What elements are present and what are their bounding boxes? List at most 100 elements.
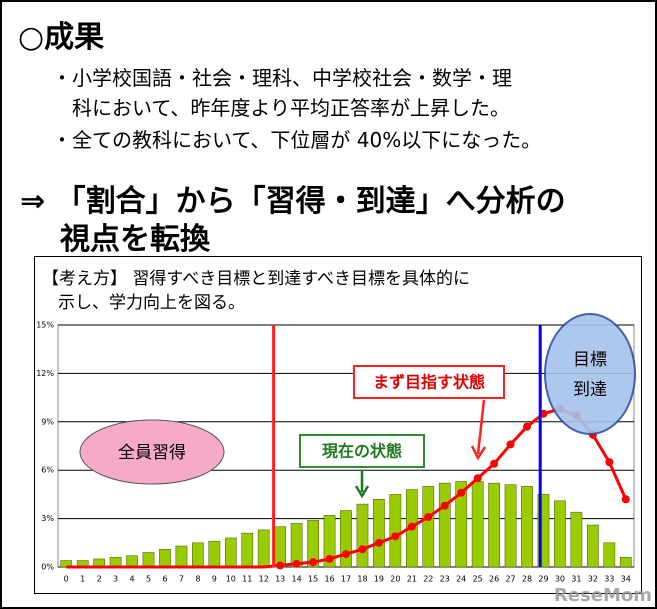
y-tick-label: 15%: [36, 321, 54, 330]
bullet: ・全ての教科において、下位層が 40%以下になった。: [52, 128, 542, 152]
bar: [307, 519, 319, 568]
bar: [126, 555, 138, 568]
bar: [422, 486, 435, 568]
x-tick-label: 16: [324, 575, 334, 584]
bar: [257, 529, 270, 568]
bar: [554, 500, 566, 568]
annotation: 目標: [573, 350, 607, 370]
x-tick-label: 26: [489, 575, 499, 584]
y-tick-label: 9%: [41, 417, 54, 426]
bar: [504, 484, 517, 568]
bar: [471, 481, 484, 568]
bar: [373, 498, 385, 568]
line-point: [506, 440, 515, 449]
line-point: [292, 559, 301, 568]
x-tick-label: 6: [162, 575, 167, 584]
watermark: ReseMom: [554, 585, 652, 606]
bar: [356, 503, 369, 568]
annotation: 到達: [573, 380, 607, 400]
bullet: ・小学校国語・社会・理科、中学校社会・数学・理: [52, 66, 512, 90]
bar: [488, 482, 500, 568]
bar: [192, 542, 204, 568]
line-point: [407, 522, 416, 531]
chart-frame: [34, 256, 642, 594]
bar: [587, 524, 599, 568]
slide-title: ○成果: [18, 20, 105, 55]
x-tick-label: 4: [130, 575, 135, 584]
x-tick-label: 28: [522, 575, 532, 584]
x-tick-label: 33: [604, 575, 614, 584]
conclusion: 視点を転換: [60, 222, 210, 257]
label-box: [353, 365, 505, 399]
bar: [175, 545, 188, 568]
x-tick-label: 0: [64, 575, 69, 584]
line-point: [440, 501, 449, 510]
x-tick-label: 8: [195, 575, 200, 584]
bar: [619, 557, 632, 568]
x-tick-label: 27: [505, 575, 515, 584]
line-point: [490, 459, 499, 468]
x-tick-label: 32: [588, 575, 598, 584]
x-tick-label: 5: [146, 575, 151, 584]
ellipse: [79, 419, 225, 485]
x-tick-label: 20: [390, 575, 400, 584]
line-point: [374, 538, 383, 547]
bar: [159, 549, 171, 568]
y-tick-label: 12%: [36, 369, 54, 378]
bar: [521, 486, 533, 568]
line-point: [342, 550, 350, 559]
arrow: [470, 399, 487, 461]
x-tick-label: 34: [621, 575, 631, 584]
x-tick-label: 29: [538, 575, 548, 584]
bar: [323, 515, 336, 568]
x-tick-label: 22: [423, 575, 433, 584]
x-tick-label: 25: [473, 575, 483, 584]
x-tick-label: 23: [440, 575, 450, 584]
bar: [570, 511, 583, 568]
bar: [142, 552, 155, 568]
x-tick-label: 14: [292, 575, 302, 584]
concept: 示し、学力向上を図る。: [58, 293, 245, 313]
x-tick-label: 17: [341, 575, 351, 584]
conclusion: ⇒ 「割合」から「習得・到達」へ分析の: [20, 184, 566, 219]
x-tick-label: 15: [308, 575, 318, 584]
x-tick-label: 24: [456, 575, 466, 584]
bar: [455, 481, 468, 568]
ellipse: [544, 313, 636, 435]
x-tick-label: 13: [275, 575, 285, 584]
x-tick-label: 18: [357, 575, 367, 584]
x-tick-label: 31: [571, 575, 581, 584]
x-tick-label: 1: [80, 575, 85, 584]
bar: [537, 494, 550, 568]
line-point: [523, 422, 532, 431]
line-point: [391, 532, 400, 541]
x-tick-label: 19: [374, 575, 384, 584]
annotation: まず目指す状態: [373, 373, 485, 392]
y-tick-label: 0%: [41, 563, 54, 572]
x-tick-label: 10: [226, 575, 236, 584]
line-point: [621, 495, 630, 504]
y-tick-label: 6%: [41, 466, 54, 475]
line-point: [325, 554, 334, 563]
concept: 【考え方】 習得すべき目標と到達すべき目標を具体的に: [42, 269, 471, 289]
annotation: 全員習得: [118, 443, 186, 463]
x-tick-label: 7: [179, 575, 184, 584]
x-tick-label: 9: [212, 575, 217, 584]
label-box: [299, 434, 425, 468]
annotation: 現在の状態: [322, 442, 402, 461]
bar: [208, 540, 221, 568]
bullet: 科において、昨年度より平均正答率が上昇した。: [72, 96, 510, 120]
y-tick-label: 3%: [41, 514, 54, 523]
x-tick-label: 12: [259, 575, 269, 584]
line-point: [605, 458, 614, 467]
x-tick-label: 3: [113, 575, 118, 584]
x-tick-label: 2: [97, 575, 102, 584]
line-point: [309, 558, 318, 567]
bar: [438, 482, 451, 568]
x-tick-label: 21: [407, 575, 417, 584]
x-tick-label: 11: [242, 575, 252, 584]
arrow: [354, 470, 370, 499]
bar: [389, 494, 402, 568]
